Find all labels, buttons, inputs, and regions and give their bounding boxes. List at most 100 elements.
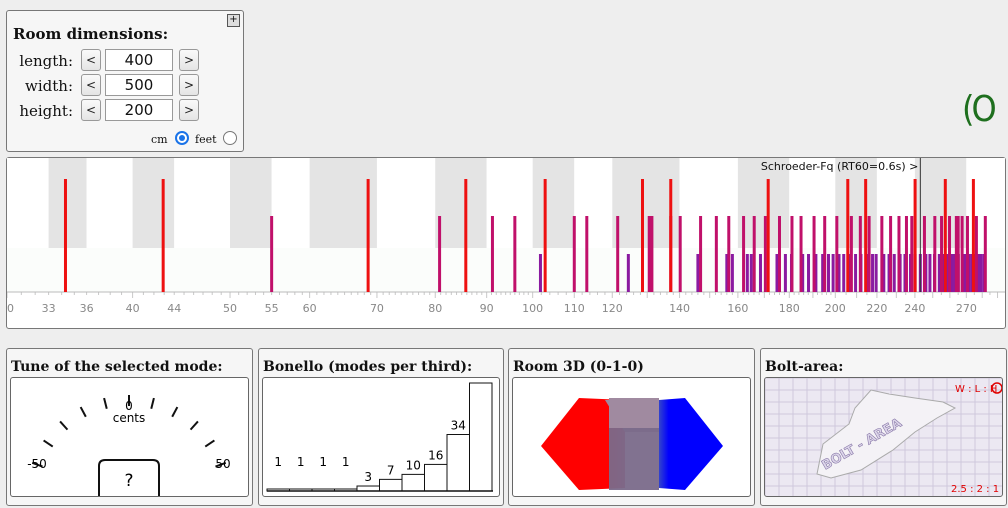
oblique-mode-bar (775, 254, 779, 292)
tangential-mode-bar (956, 216, 960, 292)
axis-tick-label: 90 (480, 302, 494, 315)
width-label: width: (25, 77, 73, 95)
spectrum-band (48, 158, 87, 248)
axial-mode-bar (766, 179, 770, 292)
tune-tick (79, 406, 87, 418)
mode-spectrum-panel: 30 33 36 40 44 50 55 60 70 80 90 100 110 120 140 160 180… (6, 157, 1006, 329)
oblique-mode-bar (783, 254, 787, 292)
tune-title: Tune of the selected mode: (11, 359, 223, 375)
bonello-bar-label: 10 (406, 458, 421, 472)
height-decrease-button[interactable]: < (81, 99, 101, 121)
oblique-mode-bar (814, 254, 818, 292)
tangential-mode-bar (823, 216, 827, 292)
width-decrease-button[interactable]: < (81, 74, 101, 96)
axis-tick-label: 120 (602, 302, 623, 315)
axis-tick-label: 80 (428, 302, 442, 315)
axial-mode-bar (669, 179, 673, 292)
unit-feet-radio[interactable] (223, 131, 237, 145)
bonello-bar (401, 473, 425, 492)
tangential-mode-bar (965, 216, 969, 292)
axis-tick-label: 140 (669, 302, 690, 315)
axis-tick-label: 30 (7, 302, 14, 315)
oblique-mode-bar (937, 254, 941, 292)
tangential-mode-bar (714, 216, 718, 292)
tangential-mode-bar (752, 216, 756, 292)
spectrum-band (376, 158, 436, 248)
oblique-mode-bar (626, 254, 630, 292)
oblique-mode-bar (967, 254, 971, 292)
oblique-mode-bar (892, 254, 896, 292)
oblique-mode-bar (745, 254, 749, 292)
room3d-left-wall (541, 398, 625, 490)
mode-spectrum-chart[interactable]: 30 33 36 40 44 50 55 60 70 80 90 100 110 120 140 160 180… (7, 158, 1005, 328)
tangential-mode-bar (904, 216, 908, 292)
oblique-mode-bar (953, 254, 957, 292)
room3d-view[interactable] (512, 377, 751, 497)
oblique-mode-bar (977, 254, 981, 292)
height-increase-button[interactable]: > (179, 99, 199, 121)
width-input[interactable]: 500 (105, 74, 173, 96)
oblique-mode-bar (887, 254, 891, 292)
tangential-mode-bar (647, 216, 651, 292)
tangential-mode-bar (983, 216, 987, 292)
tune-value: ? (124, 471, 133, 491)
bonello-bar-label: 3 (364, 470, 372, 484)
height-input[interactable]: 200 (105, 99, 173, 121)
length-decrease-button[interactable]: < (81, 49, 101, 71)
spectrum-band (271, 158, 310, 248)
oblique-mode-bar (882, 254, 886, 292)
bonello-bar (424, 463, 448, 492)
oblique-mode-bar (801, 254, 805, 292)
oblique-mode-bar (730, 254, 734, 292)
oblique-mode-bar (874, 254, 878, 292)
bolt-ratio-value: 2.5 : 2 : 1 (951, 484, 999, 495)
bolt-area-shape (816, 389, 957, 479)
oblique-mode-bar (807, 254, 811, 292)
axis-tick-label: 180 (779, 302, 800, 315)
axis-tick-label: 110 (564, 302, 585, 315)
oblique-mode-bar (941, 254, 945, 292)
tangential-mode-bar (742, 216, 746, 292)
tangential-mode-bar (270, 216, 274, 292)
spectrum-band (532, 158, 575, 248)
tangential-mode-bar (678, 216, 682, 292)
spectrum-band (174, 158, 231, 248)
axial-mode-bar (464, 179, 468, 292)
tangential-mode-bar (812, 216, 816, 292)
width-row: width: < 500 > (7, 74, 243, 98)
tangential-mode-bar (727, 216, 731, 292)
bonello-bar-label: 65 (473, 378, 488, 381)
oblique-mode-bar (837, 254, 841, 292)
spectrum-band (435, 158, 487, 248)
tangential-mode-bar (763, 216, 767, 292)
axial-mode-bar (846, 179, 850, 292)
spectrum-band (574, 158, 613, 248)
tangential-mode-bar (954, 216, 958, 292)
tune-panel: Tune of the selected mode: 0 cents -50 50? (6, 348, 253, 506)
width-increase-button[interactable]: > (179, 74, 199, 96)
bolt-title: Bolt-area: (765, 359, 844, 375)
tangential-mode-bar (948, 216, 952, 292)
length-increase-button[interactable]: > (179, 49, 199, 71)
axis-tick-label: 50 (223, 302, 237, 315)
spectrum-band (486, 158, 533, 248)
axial-mode-bar (864, 179, 868, 292)
oblique-mode-bar (950, 254, 954, 292)
tangential-mode-bar (974, 216, 978, 292)
bonello-chart: 11113710163465 (262, 377, 500, 497)
bonello-bar-label: 1 (274, 455, 282, 469)
bolt-area-chart: BOLT - AREA W : L : H 2.5 : 2 : 1 (764, 377, 1003, 497)
length-input[interactable]: 400 (105, 49, 173, 71)
expand-icon[interactable]: + (227, 14, 240, 27)
oblique-mode-bar (946, 254, 950, 292)
axis-tick-label: 220 (866, 302, 887, 315)
unit-cm-radio[interactable] (175, 131, 189, 145)
tune-right-label: 50 (215, 457, 230, 471)
tune-tick (43, 439, 54, 448)
unit-feet-label: feet (195, 133, 217, 146)
axial-mode-bar (543, 179, 547, 292)
tangential-mode-bar (889, 216, 893, 292)
bolt-panel: Bolt-area: BOLT - AREA W : L : H 2.5 : 2 :… (760, 348, 1007, 506)
bolt-marker (991, 382, 1002, 394)
axis-tick-label: 160 (727, 302, 748, 315)
